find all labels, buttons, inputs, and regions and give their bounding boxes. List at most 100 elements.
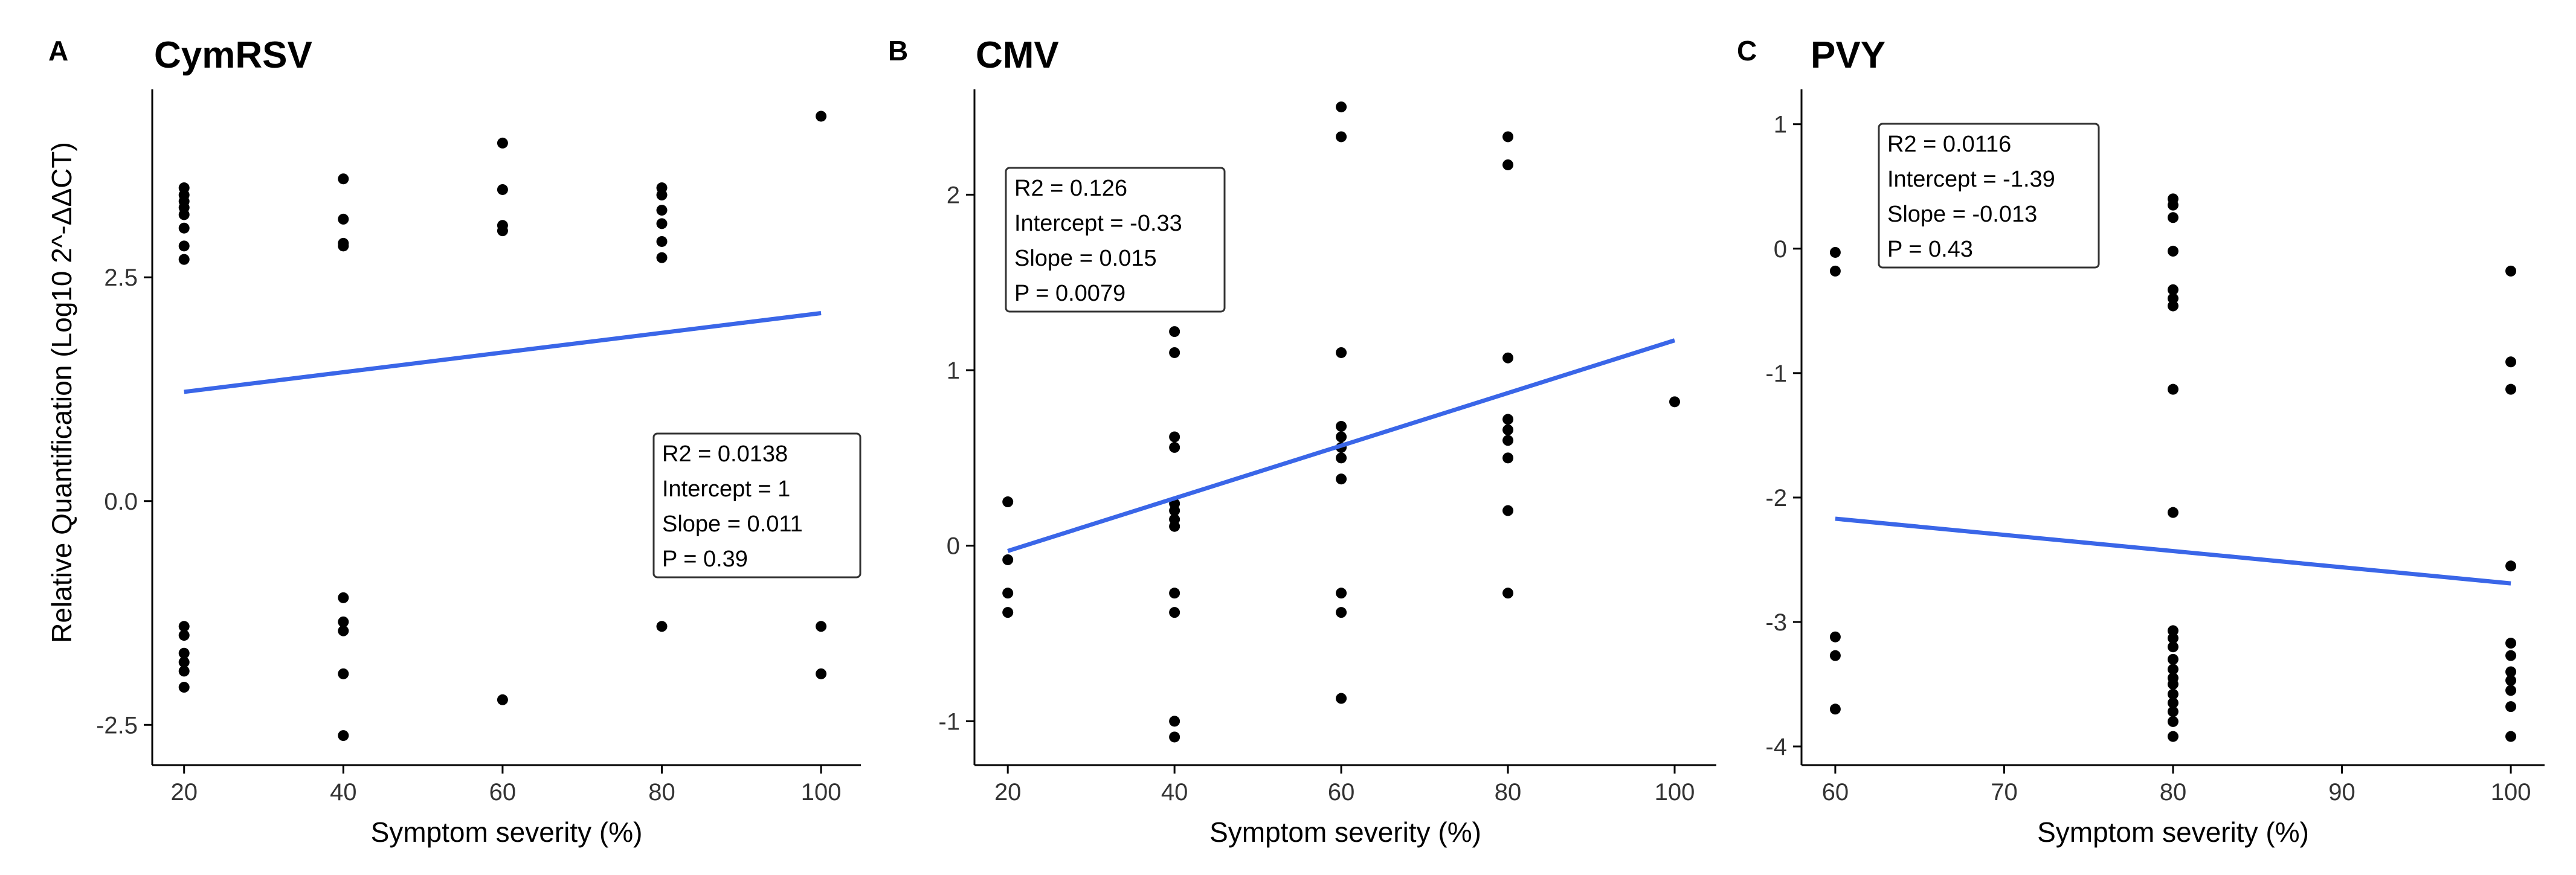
panel-b-data-point <box>1169 326 1180 338</box>
panel-c-y-tick-label: -1 <box>1765 361 1787 387</box>
panel-c-stats-line: R2 = 0.0116 <box>1887 132 2011 157</box>
panel-b-data-point <box>1002 607 1014 618</box>
panel-c-data-point <box>2505 685 2517 696</box>
panel-c-data-point <box>2505 265 2517 277</box>
panel-b-x-axis-label: Symptom severity (%) <box>1209 816 1481 848</box>
panel-a-x-tick-label: 80 <box>648 779 675 806</box>
panel-c-data-point <box>2168 688 2178 700</box>
panel-a-data-point <box>178 630 190 641</box>
panel-b-data-point <box>1669 396 1681 408</box>
panel-c-data-point <box>2505 650 2517 661</box>
panel-a-stats-line: R2 = 0.0138 <box>662 441 788 467</box>
panel-a-stats-line: P = 0.39 <box>662 546 748 572</box>
panel-c-data-point <box>2505 638 2517 649</box>
panel-b-data-point <box>1502 131 1514 143</box>
panel-c-data-point <box>2168 716 2178 727</box>
panel-a-data-point <box>178 222 190 234</box>
panel-a-data-point <box>816 668 827 679</box>
panel-b-data-point <box>1502 505 1514 516</box>
panel-c-data-point <box>2168 664 2178 675</box>
panel-c-data-point <box>1829 704 1841 715</box>
panel-c-data-point <box>2505 356 2517 368</box>
panel-c-data-point <box>2505 383 2517 395</box>
panel-c-data-point <box>2168 632 2178 644</box>
panel-a-data-point <box>338 592 349 603</box>
panel-a-data-point <box>178 682 190 693</box>
panel-b-data-point <box>1336 607 1347 618</box>
panel-c-data-point <box>2168 293 2178 304</box>
panel-c-data-point <box>2505 701 2517 713</box>
panel-b-stats-line: Intercept = -0.33 <box>1014 211 1182 236</box>
panel-c-stats-box <box>1878 123 2100 269</box>
panel-b-y-tick-label: 0 <box>947 533 960 560</box>
panel-c-y-tick-label: 1 <box>1774 112 1787 138</box>
panel-a-data-point <box>656 236 668 247</box>
panel-a-data-point <box>178 240 190 252</box>
panel-b-data-point <box>1502 435 1514 446</box>
panel-c-data-point <box>2168 284 2178 295</box>
panel-c-data-point <box>2168 300 2178 312</box>
panel-b-y-tick-label: -1 <box>938 708 960 735</box>
y-axis-label: Relative Quantification (Log10 2^-ΔΔCT) <box>46 142 77 643</box>
panel-a-x-tick-label: 20 <box>170 779 198 806</box>
panel-a-x-tick-label: 100 <box>801 779 842 806</box>
panel-b-title: CMV <box>976 34 1059 76</box>
panel-b-data-point <box>1002 588 1014 599</box>
panel-c-stats-line: Slope = -0.013 <box>1887 202 2037 227</box>
panel-b-x-tick-label: 20 <box>994 779 1022 806</box>
panel-c-data-point <box>2168 383 2178 395</box>
panel-a-x-tick-label: 60 <box>489 779 517 806</box>
panel-c-stats-line: P = 0.43 <box>1887 237 1973 262</box>
panel-a-data-point <box>497 694 508 705</box>
panel-b-data-point <box>1336 131 1347 143</box>
panel-b-data-point <box>1336 101 1347 113</box>
panel-b-data-point <box>1336 421 1347 432</box>
panel-a-data-point <box>178 656 190 668</box>
panel-a-data-point <box>497 225 508 237</box>
panel-c-x-tick-label: 70 <box>1991 779 2018 806</box>
panel-c-data-point <box>1829 650 1841 661</box>
panel-c-data-point <box>2168 245 2178 257</box>
panel-c-y-tick-label: 0 <box>1774 236 1787 263</box>
panel-a-stats-line: Slope = 0.011 <box>662 511 803 537</box>
panel-c-title: PVY <box>1811 34 1885 76</box>
panel-b-data-point <box>1169 505 1180 516</box>
panel-a-data-point <box>338 616 349 627</box>
panel-a-data-point <box>338 173 349 185</box>
panel-a-data-point <box>178 209 190 220</box>
panel-b-data-point <box>1169 731 1180 743</box>
panel-c-data-point <box>2168 653 2178 665</box>
panel-b-x-tick-label: 40 <box>1161 779 1188 806</box>
panel-c-fit-line <box>1835 516 2511 586</box>
panel-a-x-axis-label: Symptom severity (%) <box>371 816 643 848</box>
panel-c-data-point <box>2505 666 2517 678</box>
panel-a-data-point <box>816 621 827 632</box>
panel-b-data-point <box>1169 521 1180 532</box>
panel-c-data-point <box>2168 697 2178 708</box>
panel-b-fit-line <box>1007 338 1676 553</box>
panel-b-data-point <box>1169 431 1180 443</box>
panel-a-fit-line <box>184 311 822 394</box>
panel-b-data-point <box>1169 588 1180 599</box>
panel-c-y-tick-label: -4 <box>1765 734 1787 760</box>
panel-c-letter: C <box>1737 35 1757 66</box>
panel-c-x-tick-label: 90 <box>2328 779 2355 806</box>
panel-b-data-point <box>1502 352 1514 364</box>
panel-b-data-point <box>1336 431 1347 443</box>
panel-a-data-point <box>338 240 349 252</box>
panel-b-x-tick-label: 60 <box>1328 779 1355 806</box>
panel-c-data-point <box>2505 560 2517 572</box>
panel-c-data-point <box>2168 706 2178 717</box>
panel-c-x-axis-label: Symptom severity (%) <box>2037 816 2309 848</box>
panel-a-data-point <box>656 205 668 216</box>
panel-b-data-point <box>1336 473 1347 485</box>
panel-b-data-point <box>1169 347 1180 358</box>
panel-b-stats-line: R2 = 0.126 <box>1014 176 1127 201</box>
panel-c-data-point <box>2168 625 2178 636</box>
panel-c-data-point <box>1829 631 1841 643</box>
panel-a-data-point <box>178 254 190 265</box>
panel-b-data-point <box>1336 693 1347 704</box>
panel-b-data-point <box>1502 159 1514 170</box>
